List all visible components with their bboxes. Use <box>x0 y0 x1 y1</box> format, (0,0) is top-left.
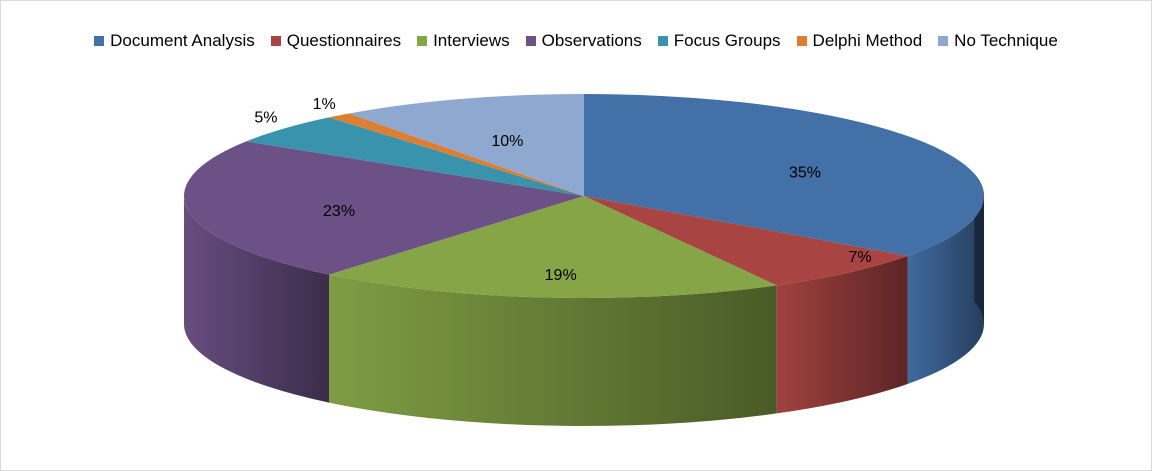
pie-slice-focus-groups <box>246 117 584 196</box>
data-label-document-analysis: 35% <box>789 165 821 182</box>
pie-slice-delphi-method <box>329 113 584 196</box>
legend-item-questionnaires: Questionnaires <box>270 31 402 51</box>
legend-swatch <box>94 36 105 46</box>
legend-label: Questionnaires <box>286 31 402 50</box>
legend-label: Document Analysis <box>110 31 255 50</box>
legend-item-delphi-method: Delphi Method <box>796 31 923 51</box>
pie-side-observations <box>184 196 330 403</box>
pie-slice-observations <box>183 141 584 275</box>
pie-top <box>183 94 984 298</box>
pie-slice-document-analysis <box>584 94 984 256</box>
legend-item-focus-groups: Focus Groups <box>657 31 781 51</box>
legend-swatch <box>657 36 668 46</box>
pie-labels: 35% 7% 19% 23% 5% 1% 10% <box>254 96 871 284</box>
legend: Document Analysis Questionnaires Interview… <box>1 31 1151 51</box>
legend-swatch <box>938 36 949 46</box>
legend-item-observations: Observations <box>525 31 642 51</box>
legend-label: Focus Groups <box>673 31 781 50</box>
legend-swatch <box>270 36 281 46</box>
data-label-focus-groups: 5% <box>254 110 277 127</box>
pie-side-questionnaires <box>776 255 908 414</box>
data-label-no-technique: 10% <box>491 133 523 150</box>
legend-swatch <box>417 36 428 46</box>
pie-sides <box>184 173 984 426</box>
legend-item-document-analysis: Document Analysis <box>94 31 255 51</box>
legend-item-no-technique: No Technique <box>938 31 1058 51</box>
legend-label: Interviews <box>433 31 510 50</box>
legend-swatch <box>525 36 536 46</box>
legend-label: Delphi Method <box>812 31 923 50</box>
legend-swatch <box>796 36 807 46</box>
data-label-interviews: 19% <box>545 267 577 284</box>
data-label-delphi-method: 1% <box>313 96 336 113</box>
pie-side-interviews <box>329 274 777 426</box>
pie-slice-interviews <box>329 196 777 298</box>
legend-label: Observations <box>541 31 642 50</box>
legend-item-interviews: Interviews <box>417 31 510 51</box>
data-label-observations: 23% <box>323 203 355 220</box>
pie-slice-questionnaires <box>584 196 908 286</box>
legend-label: No Technique <box>954 31 1058 50</box>
data-label-questionnaires: 7% <box>848 249 871 266</box>
pie-side-document-analysis <box>907 196 984 384</box>
pie-slice-no-technique <box>348 94 584 196</box>
